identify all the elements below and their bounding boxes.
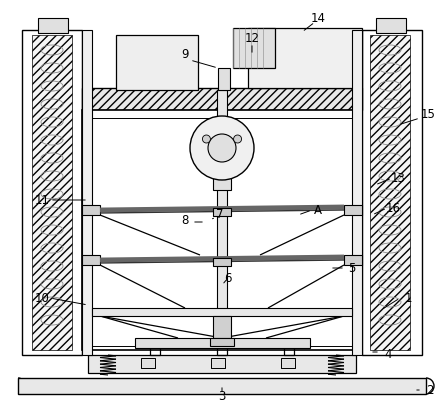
Text: 4: 4 [384,349,392,362]
Text: 12: 12 [245,32,259,44]
Bar [82,110,362,350]
Circle shape [202,135,210,143]
Bar [362,30,422,355]
Bar [217,90,227,340]
Text: 1: 1 [404,292,412,305]
Circle shape [208,134,236,162]
Text: 2: 2 [426,383,434,396]
Bar [211,358,225,368]
Bar [38,18,68,33]
Bar [22,30,82,355]
Bar [233,28,275,68]
Text: 11: 11 [35,194,49,206]
Bar [82,30,92,355]
Bar [218,68,230,90]
Bar [248,28,362,88]
Bar [92,308,352,316]
Bar [82,88,362,110]
Bar [18,378,426,394]
Circle shape [234,135,242,143]
Bar [135,338,310,348]
Bar [213,178,231,190]
Text: 8: 8 [181,213,189,227]
Text: 13: 13 [391,172,405,185]
Bar [352,30,362,355]
Bar [213,258,231,266]
Text: 16: 16 [385,202,400,215]
Bar [344,205,362,215]
Text: A: A [314,204,322,217]
Bar [210,338,234,346]
Bar [116,35,198,90]
Bar [370,35,410,350]
Text: ~: ~ [48,195,57,205]
Bar [213,316,231,338]
Bar [32,35,72,350]
Bar [376,18,406,33]
Text: 10: 10 [35,292,49,305]
Text: 15: 15 [420,109,436,122]
Bar [82,255,100,265]
Bar [344,255,362,265]
Bar [82,205,100,215]
Bar [213,208,231,216]
Bar [92,118,352,346]
Text: 3: 3 [218,389,226,402]
Text: 5: 5 [348,261,356,274]
Bar [88,355,356,373]
Text: 7: 7 [216,208,224,221]
Text: 6: 6 [224,271,232,284]
Text: 9: 9 [181,48,189,61]
Circle shape [190,116,254,180]
Text: 14: 14 [310,11,325,25]
Bar [141,358,155,368]
Bar [281,358,295,368]
